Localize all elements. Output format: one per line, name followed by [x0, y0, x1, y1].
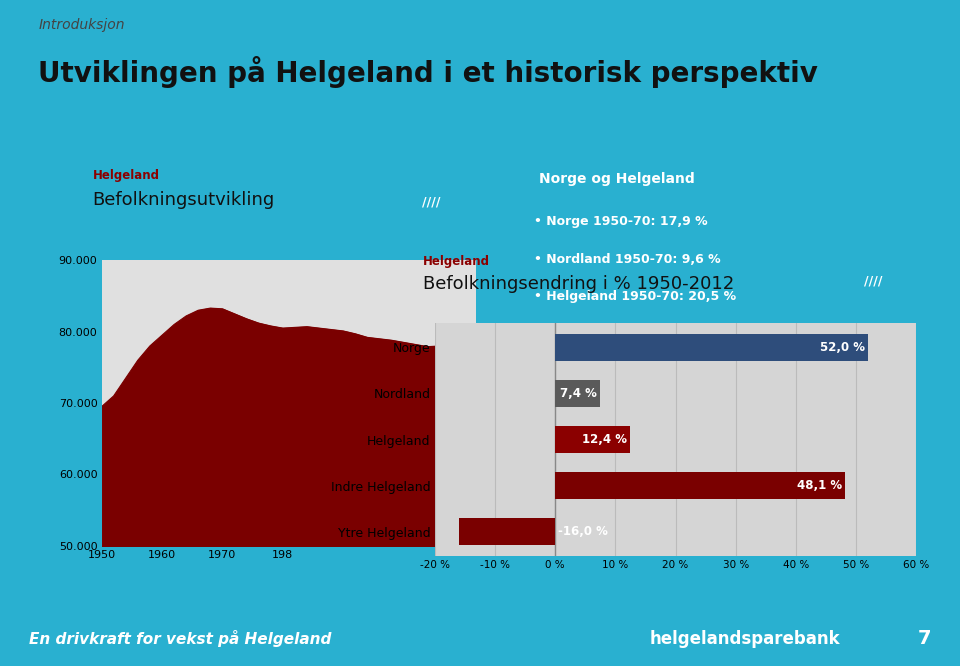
- Text: Norge og Helgeland: Norge og Helgeland: [539, 172, 694, 186]
- Text: ////: ////: [421, 196, 441, 208]
- Text: 48,1 %: 48,1 %: [797, 479, 842, 492]
- Text: 7,4 %: 7,4 %: [560, 387, 597, 400]
- Text: -16,0 %: -16,0 %: [558, 525, 608, 538]
- Bar: [555, 334, 868, 361]
- Text: 52,0 %: 52,0 %: [820, 341, 865, 354]
- Text: Helgeland: Helgeland: [92, 168, 159, 182]
- Bar: [555, 426, 630, 454]
- Text: En drivkraft for vekst på Helgeland: En drivkraft for vekst på Helgeland: [29, 630, 331, 647]
- Text: 12,4 %: 12,4 %: [582, 433, 627, 446]
- Text: • Helgeland 1950-70: 20,5 %: • Helgeland 1950-70: 20,5 %: [535, 290, 736, 303]
- Text: • Norge 1950-70: 17,9 %: • Norge 1950-70: 17,9 %: [535, 216, 708, 228]
- Text: Introduksjon: Introduksjon: [38, 17, 125, 31]
- Text: • Helgeland 1970-12: - 6,7 %: • Helgeland 1970-12: - 6,7 %: [535, 328, 737, 340]
- Text: Utviklingen på Helgeland i et historisk perspektiv: Utviklingen på Helgeland i et historisk …: [38, 56, 818, 88]
- Text: Helgeland: Helgeland: [422, 254, 490, 268]
- Text: ////: ////: [865, 274, 883, 287]
- Bar: [459, 517, 555, 545]
- Bar: [555, 380, 600, 408]
- Text: • Nordland 1950-70: 9,6 %: • Nordland 1950-70: 9,6 %: [535, 253, 721, 266]
- Text: helgelandsparebank: helgelandsparebank: [650, 629, 841, 648]
- Bar: [555, 472, 845, 500]
- Text: Befolkningsendring i % 1950-2012: Befolkningsendring i % 1950-2012: [422, 275, 733, 293]
- Text: Befolkningsutvikling: Befolkningsutvikling: [92, 191, 275, 209]
- Text: 7: 7: [918, 629, 931, 648]
